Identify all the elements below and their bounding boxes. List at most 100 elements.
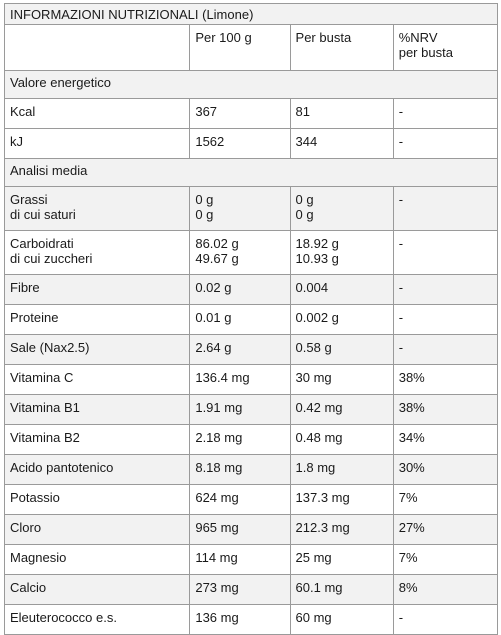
row-per100: 624 mg: [189, 484, 291, 515]
row-nrv: -: [392, 604, 499, 635]
row-name: Potassio: [3, 484, 191, 515]
table-row: Grassi di cui saturi 0 g 0 g 0 g 0 g -: [3, 186, 499, 231]
row-busta-line2: 10.93 g: [295, 251, 339, 266]
header-row: Per 100 g Per busta %NRV per busta: [3, 24, 499, 71]
row-nrv: 27%: [392, 514, 499, 545]
row-nrv: -: [392, 186, 499, 231]
row-per100: 86.02 g 49.67 g: [189, 230, 291, 275]
row-busta: 0.004: [289, 274, 394, 305]
table-row: kJ 1562 344 -: [3, 128, 499, 159]
row-nrv: 7%: [392, 484, 499, 515]
row-name: Fibre: [3, 274, 191, 305]
table-row: Carboidrati di cui zuccheri 86.02 g 49.6…: [3, 230, 499, 275]
row-name: Proteine: [3, 304, 191, 335]
table-row: Magnesio 114 mg 25 mg 7%: [3, 544, 499, 575]
row-busta: 212.3 mg: [289, 514, 394, 545]
table-row: Cloro 965 mg 212.3 mg 27%: [3, 514, 499, 545]
row-name-line2: di cui zuccheri: [10, 251, 93, 266]
row-busta-line2: 0 g: [295, 207, 314, 222]
table-row: Fibre 0.02 g 0.004 -: [3, 274, 499, 305]
table-row: Sale (Nax2.5) 2.64 g 0.58 g -: [3, 334, 499, 365]
row-busta: 60 mg: [289, 604, 394, 635]
row-per100: 1562: [189, 128, 291, 159]
table-row: Acido pantotenico 8.18 mg 1.8 mg 30%: [3, 454, 499, 485]
row-name: Carboidrati di cui zuccheri: [3, 230, 191, 275]
row-busta-line1: 18.92 g: [295, 236, 339, 251]
row-per100: 965 mg: [189, 514, 291, 545]
table-title-row: INFORMAZIONI NUTRIZIONALI (Limone): [4, 3, 498, 25]
section-row: Analisi media: [4, 158, 498, 187]
row-nrv: -: [392, 230, 499, 275]
row-per100: 1.91 mg: [189, 394, 291, 425]
row-name: kJ: [3, 128, 191, 159]
row-name-line2: di cui saturi: [10, 207, 76, 222]
row-per100: 0.02 g: [189, 274, 291, 305]
row-nrv: 38%: [392, 394, 499, 425]
row-name: Sale (Nax2.5): [3, 334, 191, 365]
table-title: INFORMAZIONI NUTRIZIONALI (Limone): [4, 3, 498, 25]
section-analysis: Analisi media: [4, 158, 498, 187]
table-row: Proteine 0.01 g 0.002 g -: [3, 304, 499, 335]
header-nrv-line2: per busta: [398, 45, 453, 60]
row-busta-line1: 0 g: [295, 192, 314, 207]
header-busta: Per busta: [289, 24, 394, 71]
row-name: Acido pantotenico: [3, 454, 191, 485]
row-name: Magnesio: [3, 544, 191, 575]
row-name: Grassi di cui saturi: [3, 186, 191, 231]
row-per100-line1: 0 g: [195, 192, 214, 207]
row-name: Cloro: [3, 514, 191, 545]
table-row: Vitamina B2 2.18 mg 0.48 mg 34%: [3, 424, 499, 455]
row-name: Calcio: [3, 574, 191, 605]
header-empty: [3, 24, 191, 71]
row-busta: 1.8 mg: [289, 454, 394, 485]
row-nrv: 30%: [392, 454, 499, 485]
row-name: Kcal: [3, 98, 191, 129]
row-name: Vitamina B1: [3, 394, 191, 425]
header-nrv: %NRV per busta: [392, 24, 499, 71]
row-nrv: 34%: [392, 424, 499, 455]
row-nrv: -: [392, 98, 499, 129]
row-busta: 344: [289, 128, 394, 159]
header-per100: Per 100 g: [189, 24, 291, 71]
row-per100-line2: 0 g: [195, 207, 214, 222]
row-busta: 0 g 0 g: [289, 186, 394, 231]
table-row: Potassio 624 mg 137.3 mg 7%: [3, 484, 499, 515]
row-busta: 0.002 g: [289, 304, 394, 335]
row-nrv: -: [392, 274, 499, 305]
header-nrv-line1: %NRV: [398, 30, 438, 45]
row-nrv: -: [392, 304, 499, 335]
row-nrv: 7%: [392, 544, 499, 575]
row-name: Eleuterococco e.s.: [3, 604, 191, 635]
nutrition-table: INFORMAZIONI NUTRIZIONALI (Limone) Per 1…: [3, 3, 499, 635]
table-row: Kcal 367 81 -: [3, 98, 499, 129]
row-name: Vitamina B2: [3, 424, 191, 455]
row-busta: 60.1 mg: [289, 574, 394, 605]
row-per100: 136.4 mg: [189, 364, 291, 395]
table-row: Calcio 273 mg 60.1 mg 8%: [3, 574, 499, 605]
row-nrv: -: [392, 128, 499, 159]
row-name: Vitamina C: [3, 364, 191, 395]
row-per100: 136 mg: [189, 604, 291, 635]
row-per100: 273 mg: [189, 574, 291, 605]
row-name-line1: Grassi: [10, 192, 48, 207]
row-busta: 0.42 mg: [289, 394, 394, 425]
table-row: Vitamina C 136.4 mg 30 mg 38%: [3, 364, 499, 395]
row-nrv: 8%: [392, 574, 499, 605]
row-per100-line1: 86.02 g: [195, 236, 239, 251]
row-name-line1: Carboidrati: [10, 236, 74, 251]
row-nrv: -: [392, 334, 499, 365]
section-row: Valore energetico: [4, 70, 498, 99]
row-per100: 8.18 mg: [189, 454, 291, 485]
row-per100: 0.01 g: [189, 304, 291, 335]
row-busta: 25 mg: [289, 544, 394, 575]
row-per100: 367: [189, 98, 291, 129]
row-per100-line2: 49.67 g: [195, 251, 239, 266]
table-row: Vitamina B1 1.91 mg 0.42 mg 38%: [3, 394, 499, 425]
row-busta: 0.58 g: [289, 334, 394, 365]
row-per100: 2.64 g: [189, 334, 291, 365]
row-busta: 0.48 mg: [289, 424, 394, 455]
row-busta: 81: [289, 98, 394, 129]
row-per100: 0 g 0 g: [189, 186, 291, 231]
section-energy: Valore energetico: [4, 70, 498, 99]
row-busta: 30 mg: [289, 364, 394, 395]
